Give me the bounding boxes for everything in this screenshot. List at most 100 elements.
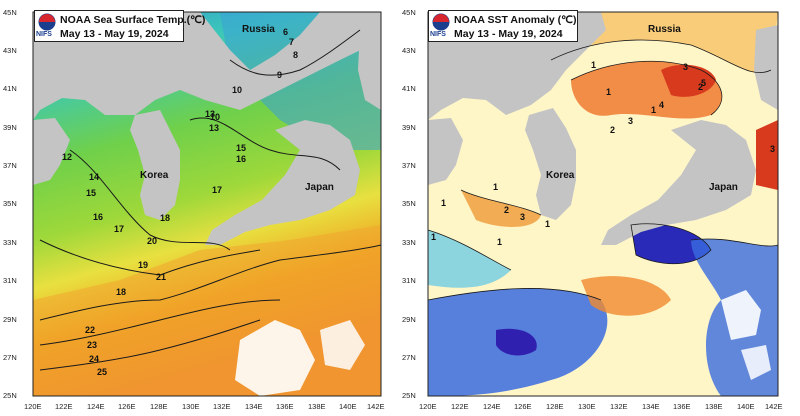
lon-label: 136E <box>673 402 691 411</box>
region-label-russia: Russia <box>648 24 681 35</box>
strong-warm-anomaly-core <box>661 64 716 97</box>
lat-label: 33N <box>3 238 17 247</box>
logo-label: NIFS <box>36 31 52 38</box>
region-label-japan: Japan <box>709 182 738 193</box>
nifs-logo-icon <box>38 13 56 31</box>
lon-label: 124E <box>483 402 501 411</box>
lat-label: 27N <box>402 353 416 362</box>
anomaly-label: 1 <box>497 237 502 247</box>
nifs-logo-icon <box>432 13 450 31</box>
lon-label: 120E <box>419 402 437 411</box>
isotherm-label: 13 <box>209 123 219 133</box>
anomaly-contour-lines <box>427 39 779 301</box>
map-frame <box>32 11 382 397</box>
strong-cold-anomaly-core <box>496 328 537 356</box>
isotherm-label: 23 <box>87 340 97 350</box>
warm-anomaly-region <box>581 276 671 316</box>
sst-map-panel: 6 7 8 9 10 10 13 13 14 15 15 16 16 17 17… <box>0 0 395 416</box>
isotherm-label: 18 <box>116 287 126 297</box>
lon-label: 134E <box>245 402 263 411</box>
isotherm-label: 8 <box>293 50 298 60</box>
isotherm-label: 10 <box>232 85 242 95</box>
lon-label: 138E <box>705 402 723 411</box>
map-dates: May 13 - May 19, 2024 <box>60 28 169 40</box>
anomaly-label: 3 <box>683 62 688 72</box>
lon-label: 136E <box>276 402 294 411</box>
land-china-coast <box>428 118 463 185</box>
lon-label: 128E <box>150 402 168 411</box>
lon-label: 132E <box>213 402 231 411</box>
isotherm-label: 7 <box>289 37 294 47</box>
mild-cold-anomaly-region <box>428 230 511 288</box>
anomaly-label: 5 <box>701 78 706 88</box>
isotherm-label: 16 <box>93 212 103 222</box>
strong-warm-anomaly-core <box>756 120 778 190</box>
lat-label: 25N <box>402 391 416 400</box>
anomaly-label: 1 <box>651 105 656 115</box>
isotherm-label: 12 <box>62 152 72 162</box>
region-label-korea: Korea <box>140 170 169 181</box>
anomaly-label: 1 <box>493 182 498 192</box>
lat-label: 39N <box>402 123 416 132</box>
lat-label: 43N <box>402 46 416 55</box>
lon-label: 130E <box>182 402 200 411</box>
lat-label: 41N <box>3 84 17 93</box>
lon-label: 130E <box>578 402 596 411</box>
isotherm-label: 15 <box>236 143 246 153</box>
map-dates: May 13 - May 19, 2024 <box>454 28 563 40</box>
lon-label: 128E <box>546 402 564 411</box>
lat-label: 43N <box>3 46 17 55</box>
warm-anomaly-region <box>461 190 541 227</box>
isotherm-label: 24 <box>89 354 99 364</box>
isotherm-label: 21 <box>156 272 166 282</box>
map-title-box: NIFS NOAA Sea Surface Temp.(℃) May 13 - … <box>34 10 205 42</box>
anomaly-label: 2 <box>610 125 615 135</box>
lon-label: 124E <box>87 402 105 411</box>
map-title-box: NIFS NOAA SST Anomaly (℃) May 13 - May 1… <box>428 10 578 42</box>
isotherm-label: 18 <box>160 213 170 223</box>
lat-label: 45N <box>3 8 17 17</box>
strong-cold-anomaly-region <box>631 223 711 264</box>
lat-label: 37N <box>402 161 416 170</box>
isotherm-label: 16 <box>236 154 246 164</box>
anomaly-label: 2 <box>698 82 703 92</box>
isotherm-lines <box>39 29 382 371</box>
lon-label: 122E <box>451 402 469 411</box>
lon-label: 140E <box>339 402 357 411</box>
land-japan <box>205 120 360 245</box>
lon-label: 126E <box>118 402 136 411</box>
lat-label: 41N <box>402 84 416 93</box>
lon-label: 142E <box>367 402 385 411</box>
lat-label: 25N <box>3 391 17 400</box>
land-hokkaido <box>754 25 778 110</box>
isotherm-label: 15 <box>86 188 96 198</box>
logo-label: NIFS <box>430 31 446 38</box>
lat-label: 31N <box>3 276 17 285</box>
anomaly-label: 4 <box>659 100 664 110</box>
region-label-japan: Japan <box>305 182 334 193</box>
lat-label: 33N <box>402 238 416 247</box>
anomaly-label: 3 <box>520 212 525 222</box>
lat-label: 29N <box>402 315 416 324</box>
lon-label: 134E <box>642 402 660 411</box>
lat-label: 35N <box>402 199 416 208</box>
lon-label: 126E <box>514 402 532 411</box>
isotherm-label: 9 <box>277 70 282 80</box>
lat-label: 45N <box>402 8 416 17</box>
land-china-coast <box>33 118 70 185</box>
land-japan <box>601 120 756 245</box>
isotherm-label: 13 <box>205 109 215 119</box>
region-label-russia: Russia <box>242 24 275 35</box>
cloud-mask <box>741 345 771 380</box>
sst-map: 6 7 8 9 10 10 13 13 14 15 15 16 16 17 17… <box>3 8 385 411</box>
anomaly-label: 1 <box>431 232 436 242</box>
isotherm-label: 17 <box>212 185 222 195</box>
anomaly-label: 3 <box>628 116 633 126</box>
region-label-korea: Korea <box>546 170 575 181</box>
isotherm-label: 14 <box>89 172 99 182</box>
lon-label: 142E <box>765 402 783 411</box>
isotherm-label: 25 <box>97 367 107 377</box>
lon-label: 138E <box>308 402 326 411</box>
lat-label: 39N <box>3 123 17 132</box>
land-hokkaido <box>358 25 381 110</box>
